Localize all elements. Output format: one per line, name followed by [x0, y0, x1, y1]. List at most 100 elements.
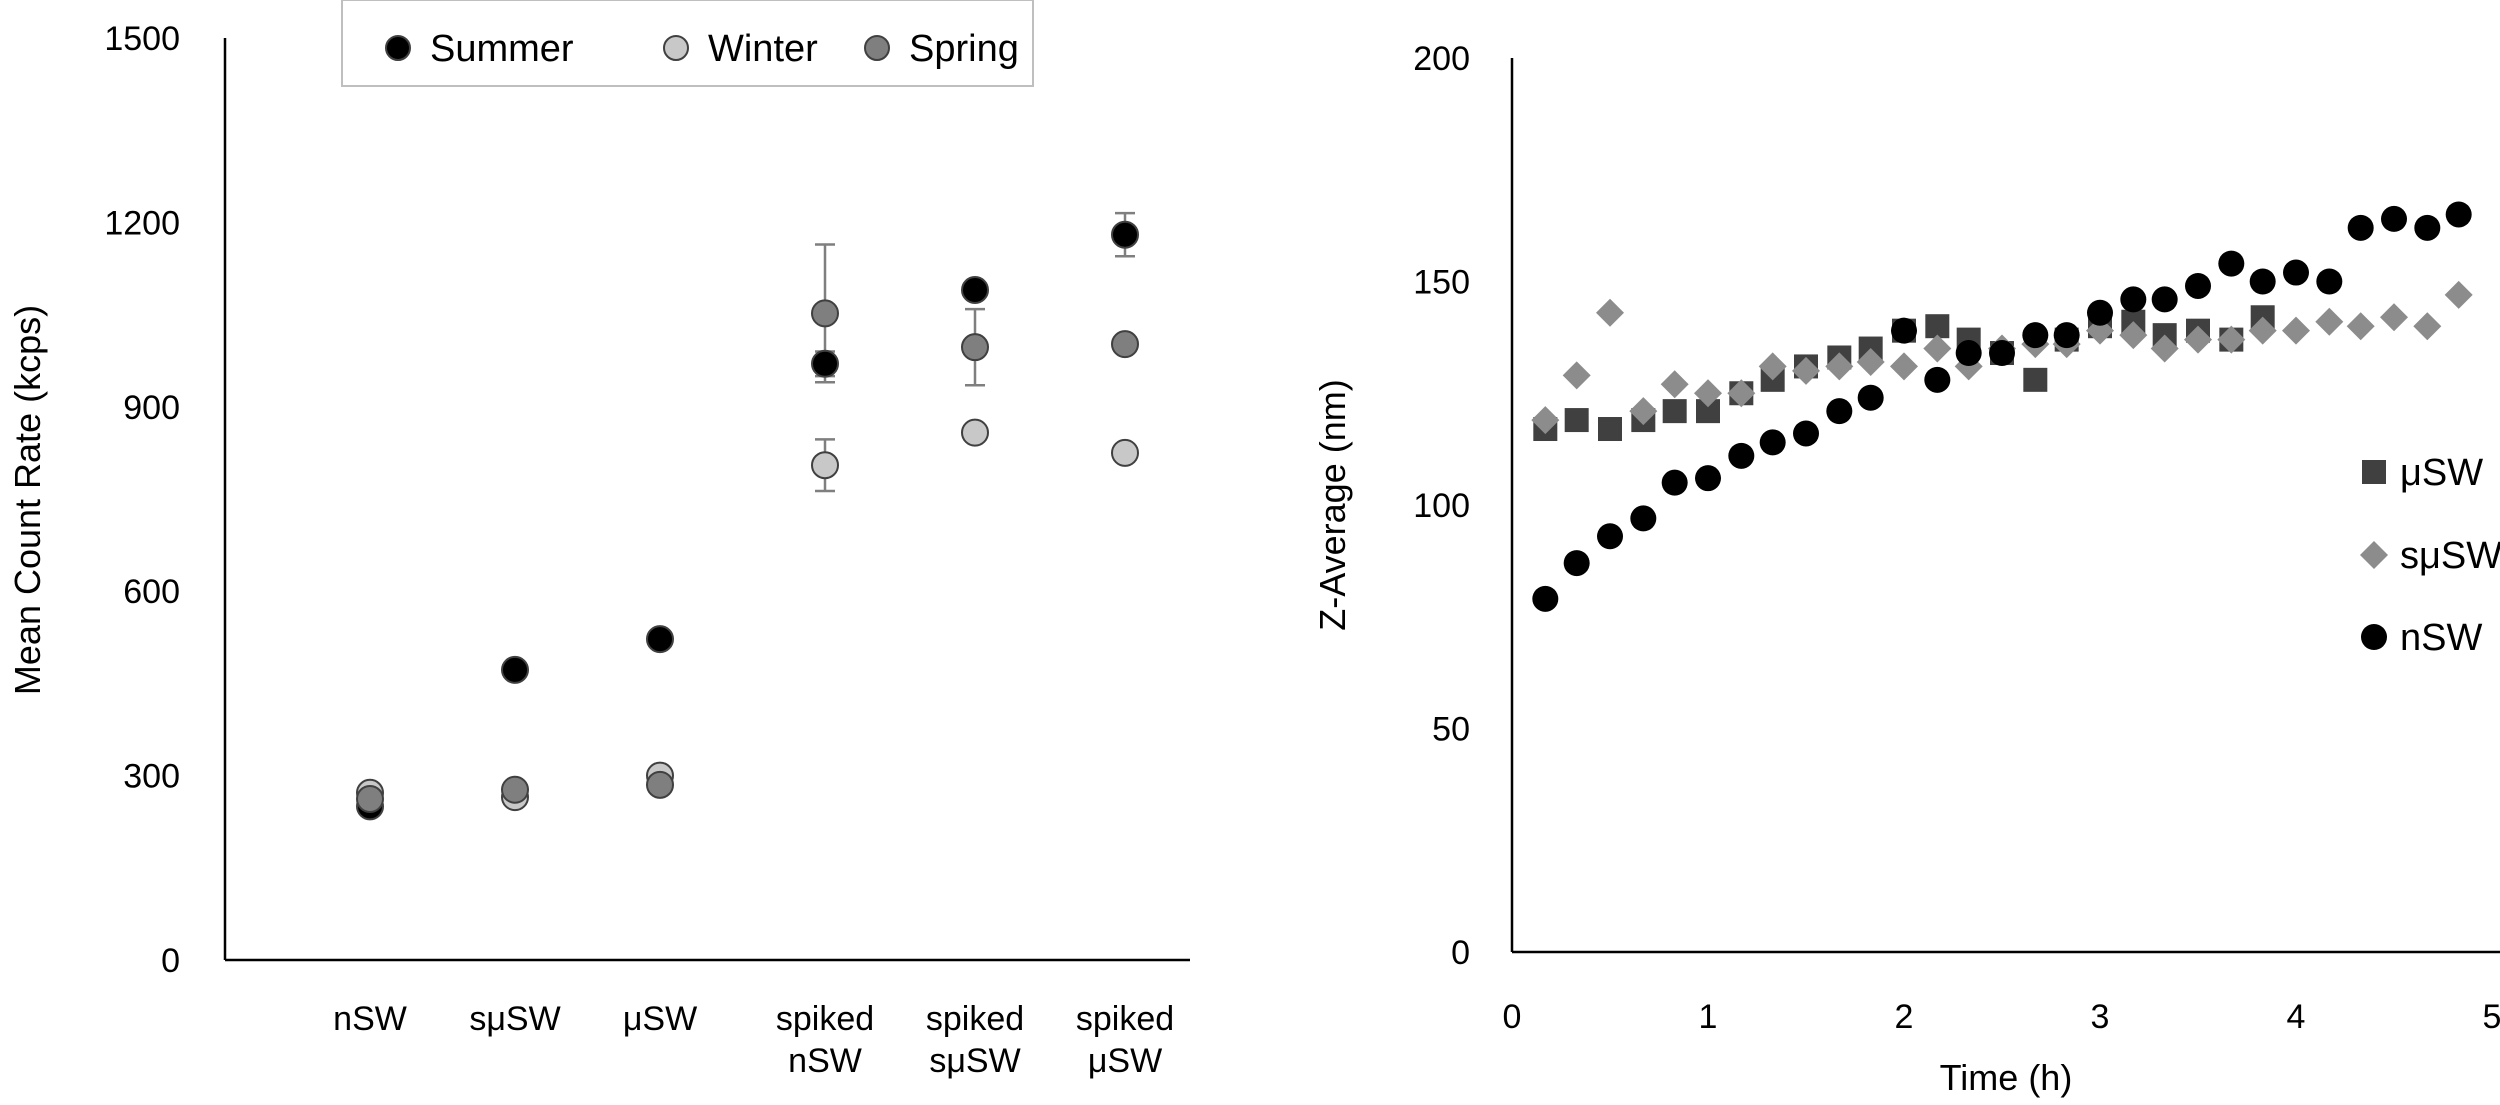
y-tick-label: 1200	[104, 204, 180, 242]
data-point-circle	[2249, 268, 2276, 295]
data-point-circle	[1891, 317, 1917, 344]
data-point-circle	[2414, 214, 2441, 241]
data-point-circle	[1955, 340, 1982, 367]
legend-label: Summer	[430, 28, 574, 70]
data-point-circle	[2218, 250, 2245, 277]
data-point-circle	[2445, 201, 2472, 228]
data-point-diamond	[1596, 298, 1624, 327]
data-point-circle	[2283, 259, 2309, 286]
data-point-diamond	[1562, 361, 1591, 390]
data-point-diamond	[2184, 325, 2212, 354]
data-point-summer	[501, 655, 529, 684]
data-point-diamond	[2282, 316, 2310, 345]
data-point-spring	[501, 775, 529, 804]
y-tick-label: 50	[1432, 711, 1470, 749]
y-tick-label: 0	[161, 942, 180, 980]
data-point-circle	[2347, 214, 2374, 241]
data-point-diamond	[1694, 379, 1722, 408]
category-label: spiked	[1076, 1000, 1174, 1038]
data-point-square	[1662, 399, 1687, 424]
category-label: sμSW	[469, 1000, 560, 1038]
left-chart: Summer Winter Spring 0 300 600 900 1200 1500 nS…	[7, 0, 1190, 1080]
data-point-square	[1925, 314, 1950, 339]
legend-marker	[864, 35, 890, 61]
x-axis-label: Time (h)	[1940, 1057, 2073, 1098]
data-point-spring	[1111, 330, 1139, 359]
data-point-diamond	[1856, 347, 1885, 376]
legend-label: μSW	[2400, 452, 2483, 494]
data-point-summer	[1111, 220, 1139, 249]
y-axis-label: Mean Count Rate (kcps)	[7, 305, 48, 695]
data-point-summer	[811, 349, 839, 378]
data-point-circle	[1857, 384, 1884, 411]
data-point-spring	[646, 770, 674, 799]
x-tick-label: 5	[2483, 998, 2500, 1036]
data-point-circle	[1826, 398, 1853, 425]
data-point-circle	[1793, 420, 1819, 447]
x-tick-labels: 0 1 2 3 4 5	[1503, 998, 2500, 1036]
legend-marker	[663, 35, 689, 61]
data-point-diamond	[2150, 334, 2179, 363]
legend-label: Spring	[909, 28, 1019, 70]
data-point-circle	[2053, 322, 2080, 349]
right-chart: 0 50 100 150 200 0 1 2 3 4 5 μSW sμSW nSW Z-Average…	[1312, 40, 2500, 1098]
y-tick-label: 0	[1451, 934, 1470, 972]
data-point-circle	[1989, 340, 2015, 367]
data-point-diamond	[2248, 316, 2277, 345]
data-point-diamond	[1660, 370, 1689, 399]
data-point-circle	[2120, 286, 2147, 313]
data-point-diamond	[1923, 334, 1952, 363]
data-point-diamond	[2380, 303, 2408, 332]
legend-marker	[2362, 460, 2386, 484]
legend: μSW sμSW nSW	[2360, 452, 2500, 659]
data-point-diamond	[1825, 352, 1854, 381]
data-point-winter	[811, 451, 839, 480]
y-tick-labels: 0 300 600 900 1200 1500	[104, 20, 180, 980]
category-label: nSW	[788, 1042, 862, 1080]
data-point-circle	[2185, 272, 2211, 299]
data-point-diamond	[2315, 307, 2344, 336]
y-tick-label: 1500	[104, 20, 180, 58]
data-point-square	[1564, 408, 1589, 433]
category-labels: nSW sμSW μSW spiked nSW spiked sμSW spiked μSW	[333, 1000, 1174, 1080]
x-tick-label: 2	[1895, 998, 1914, 1036]
data-point-diamond	[2444, 280, 2473, 309]
x-tick-label: 0	[1503, 998, 1522, 1036]
legend-marker	[385, 35, 411, 61]
data-point-diamond	[1890, 352, 1918, 381]
data-point-winter	[1111, 438, 1139, 467]
data-point-circle	[1661, 469, 1688, 496]
data-point-diamond	[1758, 352, 1787, 381]
y-tick-labels: 0 50 100 150 200	[1413, 40, 1470, 972]
data-point-circle	[1759, 429, 1786, 456]
legend-label: Winter	[708, 28, 818, 70]
data-point-diamond	[2217, 325, 2246, 354]
category-label: spiked	[776, 1000, 874, 1038]
data-point-circle	[1924, 366, 1951, 393]
data-point-spring	[811, 299, 839, 328]
data-point-winter	[961, 418, 989, 447]
y-tick-label: 900	[123, 389, 180, 427]
data-point-diamond	[2413, 312, 2442, 341]
legend-marker	[2361, 624, 2387, 650]
data-point-circle	[2022, 322, 2049, 349]
y-tick-label: 600	[123, 573, 180, 611]
category-label: μSW	[623, 1000, 697, 1038]
data-point-summer	[961, 276, 989, 305]
data-point-square	[2023, 367, 2048, 392]
legend-marker	[2360, 541, 2388, 569]
legend: Summer Winter Spring	[385, 28, 1019, 70]
data-point-circle	[2381, 205, 2407, 232]
data-point-diamond	[1727, 379, 1756, 408]
data-point-spring	[356, 784, 384, 813]
category-label: sμSW	[929, 1042, 1020, 1080]
category-label: μSW	[1088, 1042, 1162, 1080]
data-point-spring	[961, 333, 989, 362]
data-point-circle	[2316, 268, 2343, 295]
data-point-diamond	[1629, 397, 1658, 426]
data-point-diamond	[1531, 406, 1560, 435]
y-tick-label: 150	[1413, 264, 1470, 302]
y-tick-label: 300	[123, 758, 180, 796]
x-tick-label: 3	[2091, 998, 2110, 1036]
